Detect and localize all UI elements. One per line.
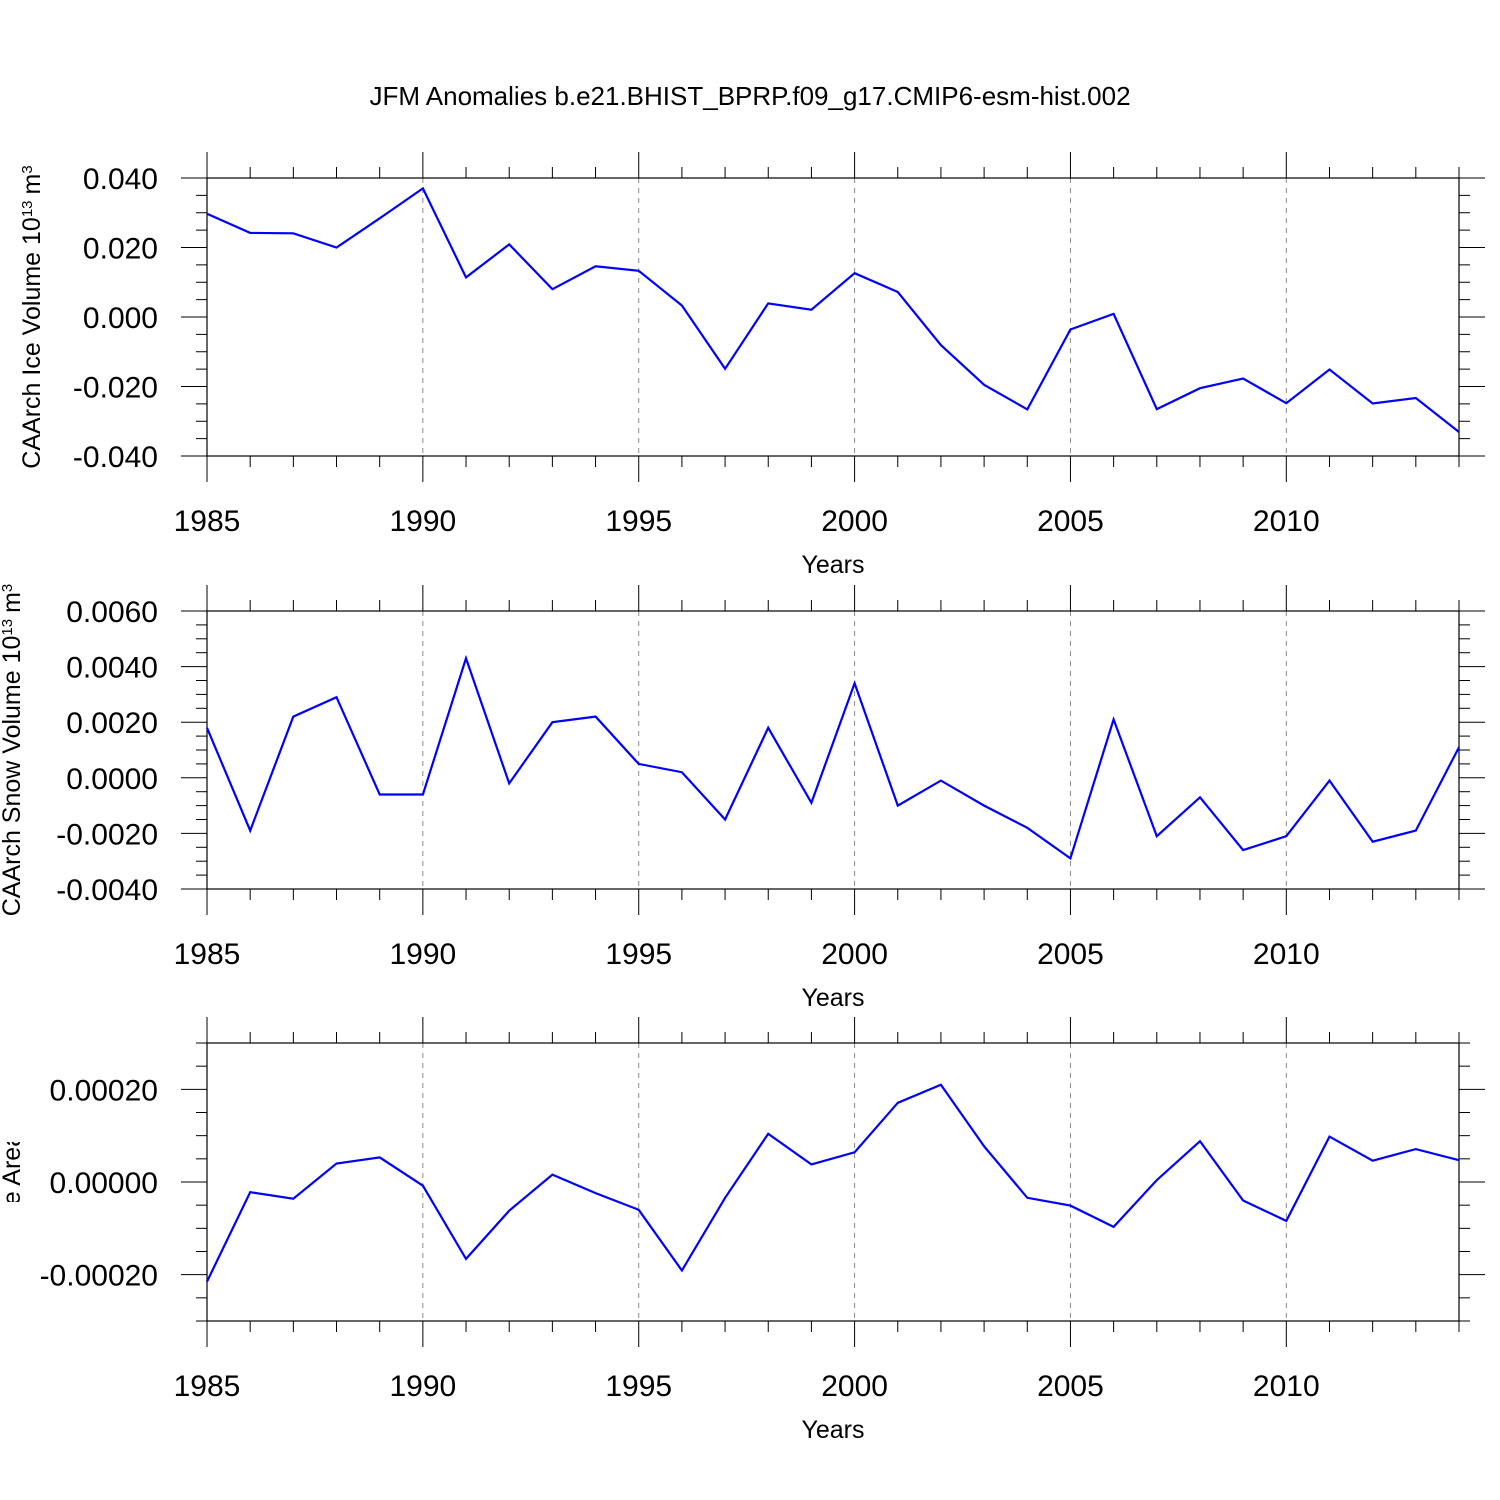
plot-frame xyxy=(206,177,1460,457)
y-tick-label: 0.020 xyxy=(83,233,158,266)
panel-snow-volume: 1985 1990 1995 2000 2005 2010 Years -0.0040 -0.0… xyxy=(0,584,1485,1012)
x-tick-label: 2000 xyxy=(821,505,888,538)
series-line-ice-area xyxy=(206,1083,1460,1283)
x-axis-label: Years xyxy=(801,551,864,579)
y-axis-label-unit: m xyxy=(18,174,46,195)
x-tick-label: 1985 xyxy=(174,505,241,538)
y-axis-label: CAArch Snow Volume 1013 m3 xyxy=(0,584,26,917)
x-tick-label: 1990 xyxy=(389,1370,456,1403)
y-tick-label: -0.00020 xyxy=(40,1260,158,1293)
x-tick-label: 1995 xyxy=(605,1370,672,1403)
x-tick-label: 1985 xyxy=(174,1370,241,1403)
x-tick-label: 1985 xyxy=(174,938,241,971)
y-axis-label: CAArch Ice Volume 1013 m3 xyxy=(18,165,46,468)
series-line-ice-volume xyxy=(206,186,1460,433)
x-tick-label: 2010 xyxy=(1253,505,1320,538)
x-tick-label: 1990 xyxy=(389,505,456,538)
x-tick-label: 2005 xyxy=(1037,1370,1104,1403)
y-tick-label: 0.000 xyxy=(83,302,158,335)
y-axis-label: CAArch Ice Area 1013 m2 xyxy=(0,1046,26,1317)
x-axis-label: Years xyxy=(801,984,864,1012)
x-tick-label: 2000 xyxy=(821,1370,888,1403)
y-axis-label-exp: 13 xyxy=(19,200,36,217)
y-axis-label-unit-exp: 2 xyxy=(0,1046,16,1054)
y-tick-label: 0.0060 xyxy=(66,596,158,629)
y-tick-label: 0.040 xyxy=(83,163,158,196)
x-tick-label: 2010 xyxy=(1253,938,1320,971)
y-axis-label-text: CAArch Ice Volume 10 xyxy=(18,217,46,469)
panels: 1985 1990 1995 2000 2005 2010 Years -0.040 -0.02… xyxy=(0,152,1485,1444)
y-tick-label: 0.0020 xyxy=(66,707,158,740)
y-tick-label: -0.020 xyxy=(73,372,158,405)
y-axis-label-unit-exp: 3 xyxy=(0,584,16,592)
y-axis-label-text: CAArch Ice Area 10 xyxy=(0,1098,26,1318)
panel-ice-volume: 1985 1990 1995 2000 2005 2010 Years -0.040 -0.02… xyxy=(18,152,1485,579)
y-tick-label: 0.00020 xyxy=(50,1074,158,1107)
x-tick-label: 1995 xyxy=(605,938,672,971)
x-tick-label: 2010 xyxy=(1253,1370,1320,1403)
y-tick-label: 0.0040 xyxy=(66,652,158,685)
x-axis-label: Years xyxy=(801,1416,864,1444)
y-axis-label-exp: 13 xyxy=(0,619,16,636)
y-axis-label-text: CAArch Snow Volume 10 xyxy=(0,636,26,917)
y-axis-label-unit: m xyxy=(0,592,26,613)
plot-frame xyxy=(206,1042,1460,1322)
plot-frame xyxy=(206,610,1460,890)
y-axis-label-unit-exp: 3 xyxy=(19,165,36,173)
x-tick-label: 1990 xyxy=(389,938,456,971)
y-tick-label: -0.0040 xyxy=(56,874,158,907)
y-tick-label: 0.00000 xyxy=(50,1167,158,1200)
y-tick-label: -0.040 xyxy=(73,441,158,474)
figure-title: JFM Anomalies b.e21.BHIST_BPRP.f09_g17.C… xyxy=(369,81,1130,111)
y-axis-label-unit: m xyxy=(0,1055,26,1076)
y-tick-label: 0.0000 xyxy=(66,763,158,796)
x-tick-label: 1995 xyxy=(605,505,672,538)
panel-ice-area: 1985 1990 1995 2000 2005 2010 Years -0.00020 0.0… xyxy=(0,1017,1485,1444)
series-line-snow-volume xyxy=(205,654,1460,861)
y-tick-label: -0.0020 xyxy=(56,818,158,851)
y-axis-label-exp: 13 xyxy=(0,1081,16,1098)
x-tick-label: 2005 xyxy=(1037,938,1104,971)
x-tick-label: 2005 xyxy=(1037,505,1104,538)
x-tick-label: 2000 xyxy=(821,938,888,971)
